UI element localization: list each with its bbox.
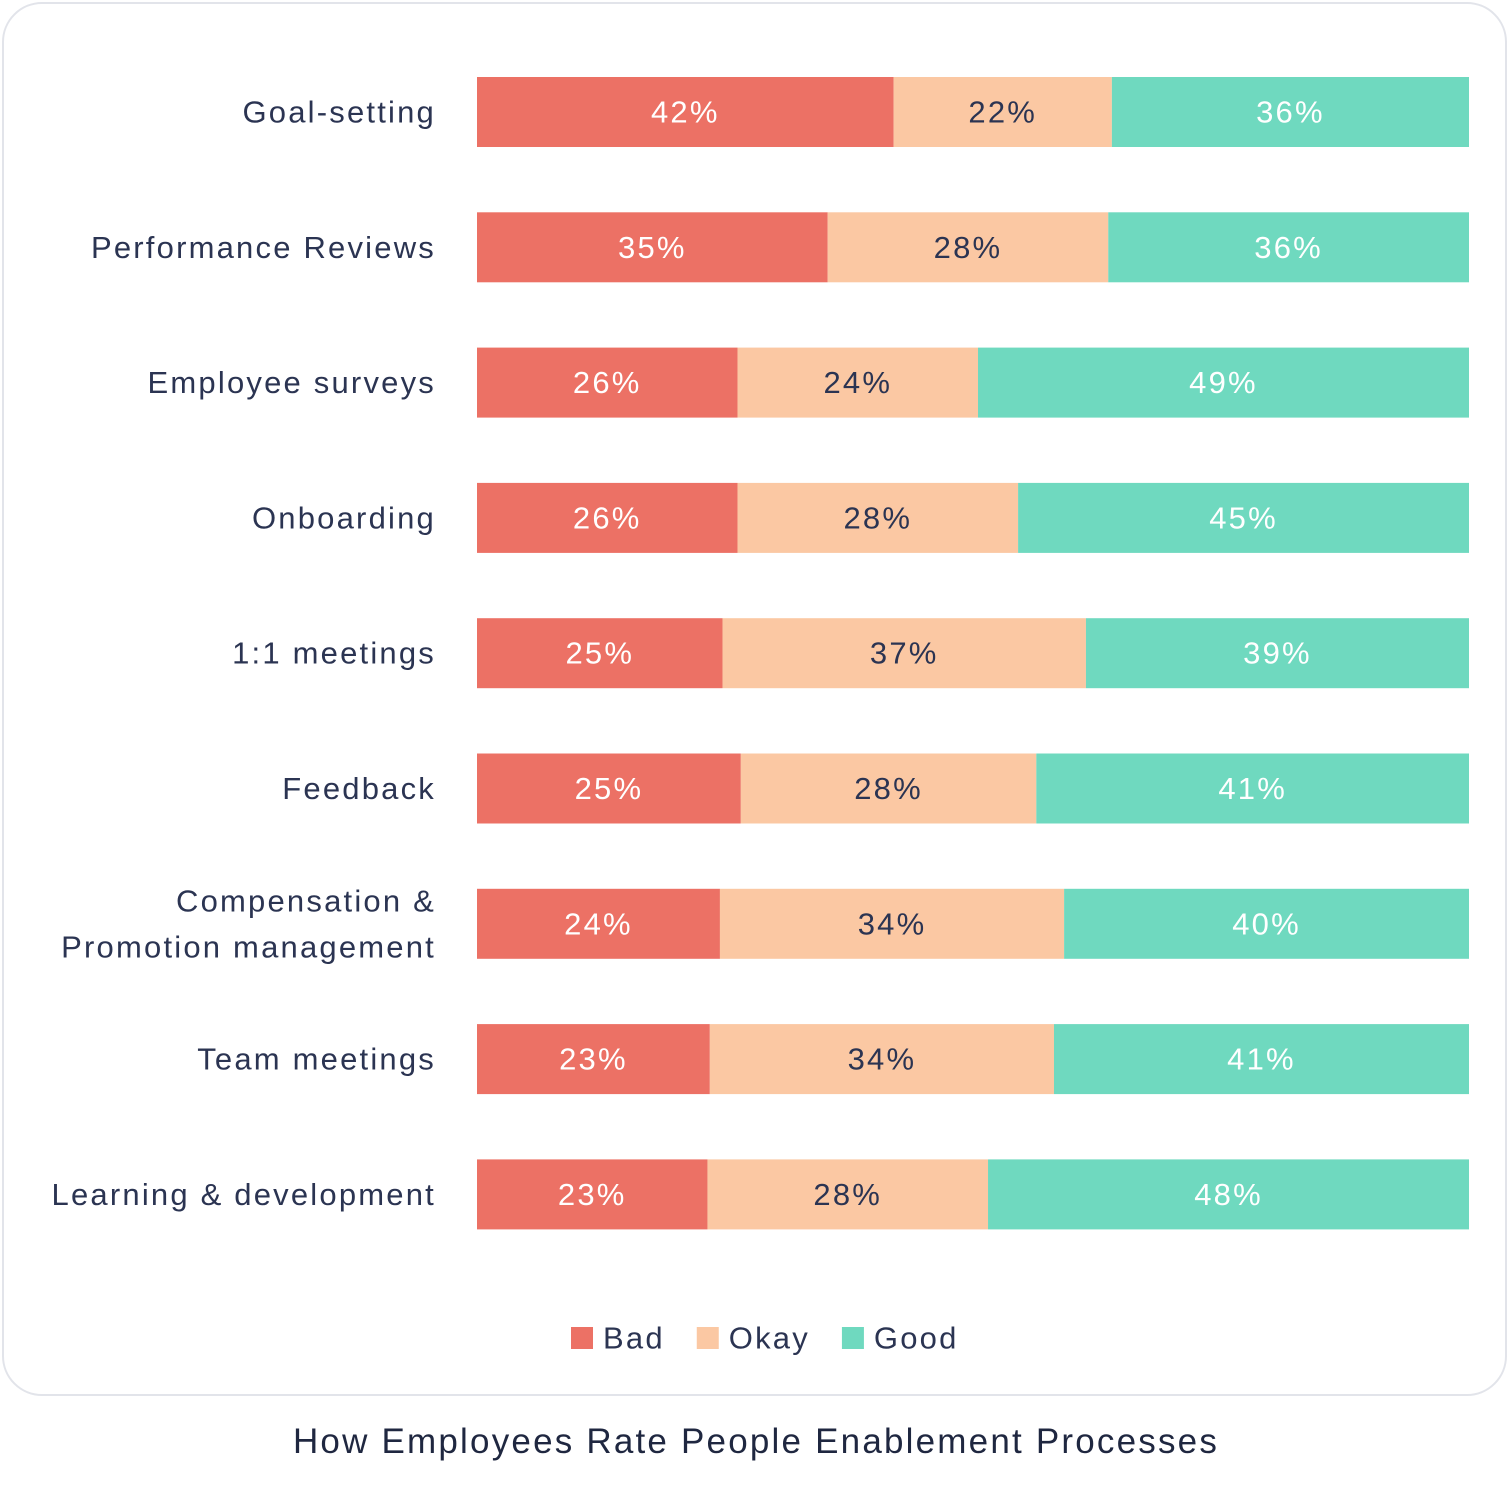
category-label: Promotion management	[61, 929, 436, 964]
bar-segment-bad	[477, 753, 741, 824]
data-label-good: 36%	[1256, 95, 1325, 130]
data-label-bad: 23%	[558, 1177, 627, 1212]
category-label: Compensation &	[176, 883, 436, 918]
bar-segment-bad	[477, 347, 738, 418]
data-label-bad: 23%	[559, 1042, 628, 1077]
chart-caption: How Employees Rate People Enablement Pro…	[292, 1422, 1220, 1461]
category-label: Onboarding	[252, 500, 436, 535]
bar-segment-okay	[740, 753, 1037, 824]
bar-segment-bad	[477, 77, 894, 147]
bar-segment-okay	[737, 347, 979, 418]
data-label-okay: 28%	[843, 500, 912, 535]
bar-segment-bad	[477, 888, 720, 959]
legend-swatch-okay	[696, 1327, 719, 1349]
bars-area: 42% 22% 36% 35% 28% 36% 26% 24% 49% 26% 28% 45% 25% 3…	[477, 77, 1469, 1230]
category-label: Feedback	[282, 771, 436, 806]
category-label: Goal-setting	[242, 95, 436, 130]
category-label: Performance Reviews	[91, 230, 436, 265]
data-label-bad: 26%	[573, 365, 642, 400]
category-label: Team meetings	[197, 1042, 436, 1077]
data-label-okay: 28%	[854, 771, 923, 806]
bar-segment-okay	[827, 212, 1109, 283]
bar-segment-okay	[737, 482, 1019, 553]
bar-segment-okay	[722, 618, 1086, 689]
bar-segment-okay	[709, 1024, 1054, 1095]
bar-segment-bad	[477, 618, 723, 689]
bar-segment-good	[1108, 212, 1469, 283]
data-label-good: 41%	[1218, 771, 1287, 806]
bar-segment-bad	[477, 1024, 710, 1095]
data-label-bad: 25%	[575, 771, 644, 806]
bar-segment-good	[1018, 482, 1469, 553]
data-label-okay: 24%	[823, 365, 892, 400]
data-label-okay: 37%	[870, 636, 939, 671]
data-label-bad: 42%	[651, 95, 720, 130]
bar-segment-good	[1085, 618, 1469, 689]
data-label-okay: 28%	[813, 1177, 882, 1212]
bar-segment-bad	[477, 1159, 708, 1230]
data-label-good: 36%	[1254, 230, 1323, 265]
data-label-good: 49%	[1189, 365, 1258, 400]
data-label-bad: 26%	[573, 500, 642, 535]
stacked-bar-chart: Goal-setting Performance Reviews Employee …	[52, 77, 1469, 1356]
legend: Bad Okay Good	[571, 1321, 959, 1356]
data-label-good: 48%	[1194, 1177, 1263, 1212]
bar-segment-good	[1036, 753, 1469, 824]
category-label: Learning & development	[52, 1177, 436, 1212]
data-label-bad: 35%	[618, 230, 687, 265]
data-label-good: 40%	[1232, 906, 1301, 941]
data-label-okay: 34%	[848, 1042, 917, 1077]
bar-segment-okay	[719, 888, 1065, 959]
data-label-good: 41%	[1227, 1042, 1296, 1077]
bar-segment-good	[988, 1159, 1469, 1230]
data-label-bad: 24%	[564, 906, 633, 941]
bar-segment-good	[1111, 77, 1469, 147]
bar-segment-bad	[477, 212, 828, 283]
bar-segment-good	[978, 347, 1469, 418]
bar-segment-good	[1053, 1024, 1469, 1095]
legend-label-okay: Okay	[729, 1321, 810, 1356]
chart-card: Goal-setting Performance Reviews Employee …	[2, 2, 1507, 1396]
bar-segment-good	[1064, 888, 1469, 959]
category-labels: Goal-setting Performance Reviews Employee …	[52, 95, 436, 1212]
bar-segment-okay	[893, 77, 1112, 147]
data-label-okay: 22%	[968, 95, 1037, 130]
data-label-okay: 34%	[858, 906, 927, 941]
legend-swatch-bad	[571, 1327, 593, 1349]
category-label: Employee surveys	[148, 365, 436, 400]
data-label-okay: 28%	[934, 230, 1003, 265]
legend-label-good: Good	[874, 1321, 959, 1356]
bar-segment-bad	[477, 482, 738, 553]
bar-segment-okay	[707, 1159, 989, 1230]
data-label-good: 39%	[1243, 636, 1312, 671]
data-label-bad: 25%	[565, 636, 634, 671]
legend-swatch-good	[841, 1327, 864, 1349]
legend-label-bad: Bad	[603, 1321, 665, 1356]
category-label: 1:1 meetings	[232, 636, 436, 671]
data-label-good: 45%	[1209, 500, 1278, 535]
